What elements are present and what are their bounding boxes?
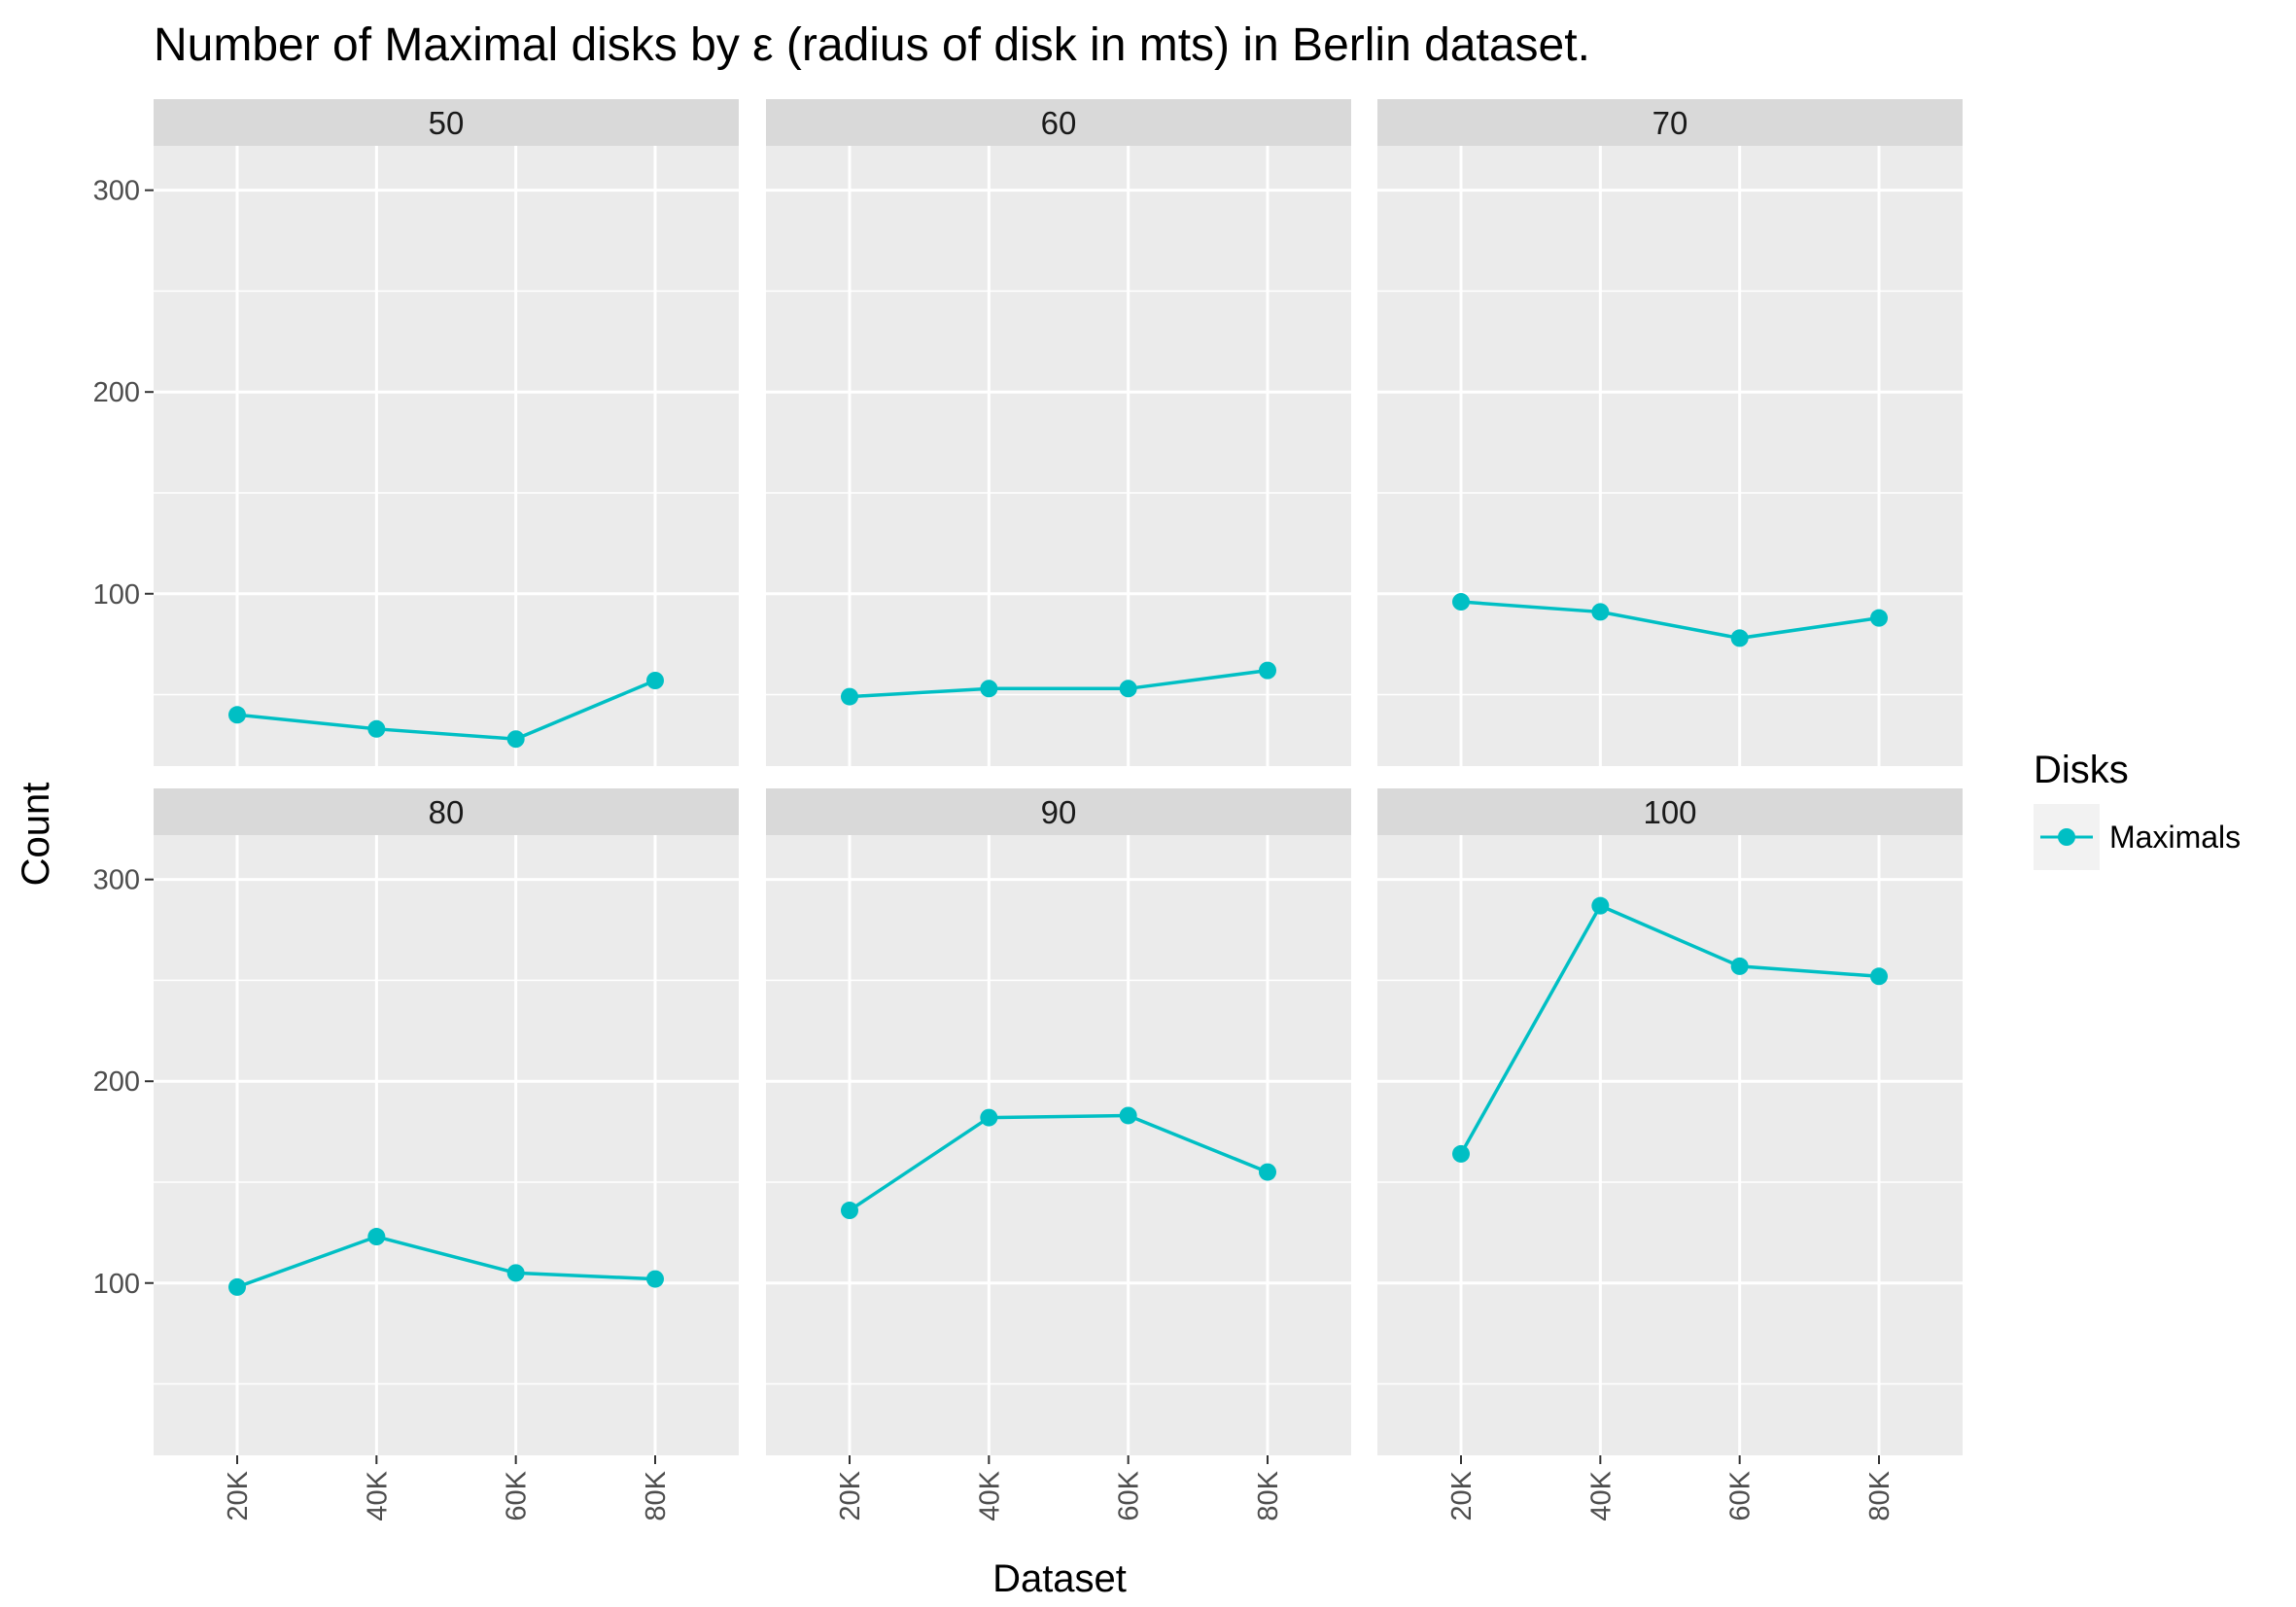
facet-strip-label: 100 — [1643, 794, 1696, 830]
x-tick-label: 60K — [1114, 1470, 1145, 1520]
legend-key-point — [2058, 828, 2075, 846]
panel-background — [154, 835, 739, 1455]
data-point — [1591, 603, 1610, 621]
data-point — [1259, 1163, 1276, 1181]
data-point — [1730, 957, 1749, 975]
facet-panel-80: 80 100 200 300 20K 40K 60K 80K — [93, 788, 739, 1521]
data-point — [1452, 1144, 1470, 1163]
data-point — [367, 1228, 386, 1246]
x-tick-label: 40K — [974, 1470, 1005, 1520]
facet-strip — [766, 99, 1351, 146]
data-point — [1452, 593, 1470, 611]
data-point — [646, 1270, 664, 1288]
x-tick-label: 60K — [1725, 1470, 1757, 1520]
x-tick-label: 20K — [835, 1470, 866, 1520]
facet-strip-label: 90 — [1041, 794, 1077, 830]
facet-strip — [1377, 788, 1963, 835]
series-line-maximals — [849, 1113, 1269, 1212]
facet-panel-50: 50 100 200 300 — [93, 99, 739, 766]
data-point — [228, 1277, 246, 1296]
chart-title: Number of Maximal disks by ε (radius of … — [154, 19, 1590, 71]
x-tick-label: 80K — [1864, 1470, 1896, 1520]
data-point — [980, 1108, 998, 1127]
facet-panel-70: 70 — [1377, 99, 1963, 766]
data-point — [1870, 967, 1888, 986]
x-axis-title: Dataset — [992, 1557, 1127, 1600]
data-point — [367, 719, 386, 738]
x-tick-label: 60K — [502, 1470, 533, 1520]
data-point — [506, 1264, 525, 1282]
data-point — [1119, 1106, 1137, 1125]
x-tick-label: 40K — [1585, 1470, 1617, 1520]
data-point — [228, 706, 246, 724]
x-tick-label: 80K — [1253, 1470, 1284, 1520]
data-point — [506, 730, 525, 749]
facet-strip — [1377, 99, 1963, 146]
facet-strip-label: 60 — [1041, 105, 1077, 141]
x-tick-label: 80K — [641, 1470, 672, 1520]
series-line-maximals — [236, 679, 656, 741]
data-point — [1119, 680, 1137, 698]
facet-strip-label: 50 — [429, 105, 465, 141]
panel-background — [766, 146, 1351, 766]
y-tick-label: 200 — [93, 1066, 140, 1098]
data-point — [841, 687, 858, 706]
series-line-maximals — [236, 1235, 656, 1289]
y-tick-label: 200 — [93, 377, 140, 408]
panel-background — [766, 835, 1351, 1455]
data-point — [646, 672, 664, 689]
panel-background — [1377, 835, 1963, 1455]
facet-strip — [154, 788, 739, 835]
y-tick-label: 300 — [93, 176, 140, 207]
series-line-maximals — [1459, 903, 1880, 1155]
y-axis-title: Count — [15, 783, 57, 887]
legend-label-maximals: Maximals — [2109, 820, 2241, 855]
y-tick-label: 100 — [93, 579, 140, 611]
x-tick-label: 40K — [362, 1470, 393, 1520]
facet-panel-100: 100 20K 40K 60K 80K — [1377, 788, 1963, 1521]
facet-strip — [154, 99, 739, 146]
panel-background — [154, 146, 739, 766]
x-tick-label: 20K — [223, 1470, 254, 1520]
panel-background — [1377, 146, 1963, 766]
facet-strip-label: 80 — [429, 794, 465, 830]
data-point — [841, 1202, 858, 1220]
series-line-maximals — [1460, 600, 1880, 641]
facet-panel-90: 90 20K 40K 60K 80K — [766, 788, 1351, 1521]
data-point — [1591, 896, 1610, 915]
facet-strip-label: 70 — [1652, 105, 1688, 141]
data-point — [980, 680, 998, 698]
x-tick-label: 20K — [1446, 1470, 1478, 1520]
facet-strip — [766, 788, 1351, 835]
facet-panel-60: 60 — [766, 99, 1351, 766]
series-line-maximals — [849, 668, 1269, 699]
data-point — [1259, 661, 1276, 680]
y-tick-label: 300 — [93, 865, 140, 896]
legend-title: Disks — [2034, 749, 2129, 791]
legend: Disks Maximals — [2034, 749, 2241, 870]
data-point — [1730, 629, 1749, 647]
data-point — [1870, 609, 1888, 627]
y-tick-label: 100 — [93, 1269, 140, 1300]
